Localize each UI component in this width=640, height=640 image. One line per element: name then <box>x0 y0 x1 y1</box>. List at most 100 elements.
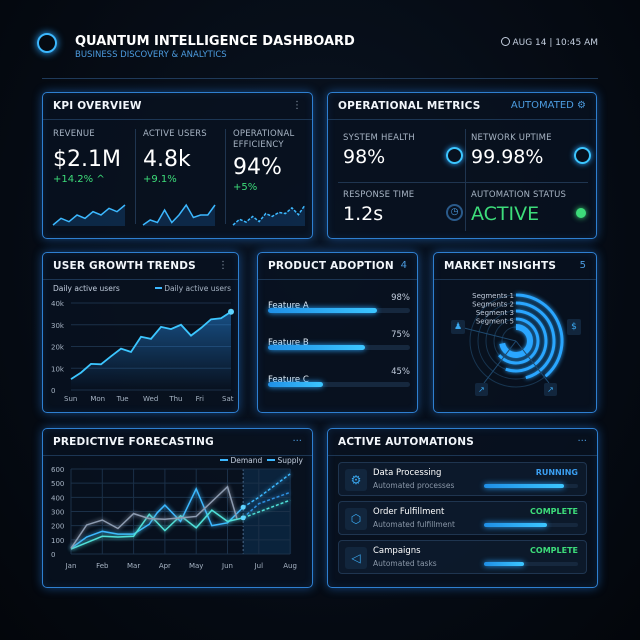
y-tick-label: 600 <box>51 466 64 474</box>
x-tick-label: May <box>189 562 203 570</box>
y-tick-label: 300 <box>51 509 64 517</box>
megaphone-icon: ◁ <box>345 547 367 569</box>
x-tick-label: Mar <box>127 562 140 570</box>
panel-title: KPI OVERVIEW <box>53 100 142 112</box>
divider <box>135 129 136 224</box>
x-tick-label: Apr <box>159 562 171 570</box>
clock-icon <box>500 37 510 46</box>
kpi-change: +9.1% <box>143 174 177 185</box>
automation-row[interactable]: ⚙ Data Processing Automated processes RU… <box>338 462 587 496</box>
user-growth-chart: 0 10k 20k 30k 40k Sun Mon Tue Wed Thu Fri Sat <box>51 300 234 403</box>
divider <box>465 129 466 231</box>
metric-label: AUTOMATION STATUS <box>471 190 567 200</box>
clock-icon: ◷ <box>446 204 463 221</box>
market-insights-panel: MARKET INSIGHTS 5 Segments 1 Segments 2 Seg… <box>433 252 597 413</box>
predictive-forecasting-panel: PREDICTIVE FORECASTING ··· Demand Supply … <box>42 428 313 588</box>
more-menu-icon[interactable]: ··· <box>292 436 302 447</box>
x-tick-label: Tue <box>116 395 129 403</box>
feature-label: Feature A <box>268 301 309 311</box>
metric-card: RESPONSE TIME 1.2s ◷ <box>343 190 463 235</box>
feature-value: 45% <box>391 367 410 377</box>
automation-desc: Automated fulfillment <box>373 520 455 529</box>
page-subtitle: BUSINESS DISCOVERY & ANALYTICS <box>75 50 227 60</box>
more-menu-icon[interactable]: ··· <box>577 436 587 447</box>
kpi-label: REVENUE <box>53 129 95 139</box>
panel-title: MARKET INSIGHTS <box>444 260 557 272</box>
kpi-label: OPERATIONAL EFFICIENCY <box>233 129 295 150</box>
kpi-change: +14.2% ^ <box>53 174 105 185</box>
forecast-point <box>240 504 246 510</box>
automation-row[interactable]: ⬡ Order Fulfillment Automated fulfillmen… <box>338 501 587 535</box>
automation-row[interactable]: ◁ Campaigns Automated tasks COMPLETE <box>338 540 587 574</box>
kpi-value: 4.8k <box>143 147 191 172</box>
x-tick-label: Jun <box>221 562 233 570</box>
change-value: +9.1% <box>143 174 177 185</box>
series-line <box>242 491 291 519</box>
automation-progress-bar <box>484 523 578 527</box>
x-tick-label: Aug <box>283 562 297 570</box>
metric-card: NETWORK UPTIME 99.98% <box>471 133 591 178</box>
status-badge: RUNNING <box>535 468 578 477</box>
trend-chart-icon[interactable]: ↗ <box>475 383 488 396</box>
kpi-overview-panel: KPI OVERVIEW ⋮ REVENUE $2.1M +14.2% ^ ACT… <box>42 92 313 239</box>
count-badge: 5 <box>579 260 586 271</box>
header-divider <box>42 78 598 79</box>
segment-arc <box>505 309 548 373</box>
metric-label: RESPONSE TIME <box>343 190 415 200</box>
automation-desc: Automated tasks <box>373 559 437 568</box>
sparkline-line <box>232 204 306 226</box>
series-line <box>70 485 238 549</box>
dollar-icon[interactable]: $ <box>567 319 581 335</box>
x-tick-label: Wed <box>143 395 158 403</box>
x-tick-label: Jul <box>254 562 264 570</box>
more-menu-icon[interactable]: ⋮ <box>218 260 228 271</box>
kpi-change: +5% <box>233 182 257 193</box>
x-tick-label: Mon <box>90 395 105 403</box>
sparkline <box>52 204 126 226</box>
feature-row: Feature B 75% <box>268 330 410 355</box>
segment-label: Segment 5 <box>476 318 514 326</box>
change-value: +5% <box>233 182 258 193</box>
last-point-marker <box>228 308 234 315</box>
legend-label: Daily active users <box>164 284 231 293</box>
people-icon[interactable]: ♟ <box>451 320 465 334</box>
sparkline-line <box>52 204 126 226</box>
feature-label: Feature C <box>268 375 309 385</box>
x-tick-label: Thu <box>168 395 182 403</box>
automated-badge[interactable]: AUTOMATED ⚙ <box>511 100 586 111</box>
more-menu-icon[interactable]: ⋮ <box>292 100 302 111</box>
kpi-value: $2.1M <box>53 147 121 172</box>
metric-value: 1.2s <box>343 203 384 225</box>
kpi-card: REVENUE $2.1M +14.2% ^ <box>52 129 135 234</box>
kpi-card: OPERATIONAL EFFICIENCY 94% +5% <box>232 129 315 234</box>
change-value: +14.2% <box>53 174 94 185</box>
feature-label: Feature B <box>268 338 309 348</box>
legend-demand: Demand <box>230 456 263 465</box>
segment-arc <box>515 293 564 378</box>
segment-arc <box>515 301 556 380</box>
kpi-card: ACTIVE USERS 4.8k +9.1% <box>142 129 225 234</box>
panel-title: USER GROWTH TRENDS <box>53 260 196 272</box>
feature-row: Feature A 98% <box>268 293 410 318</box>
active-automations-panel: ACTIVE AUTOMATIONS ··· ⚙ Data Processing … <box>327 428 598 588</box>
automation-name: Order Fulfillment <box>373 507 445 517</box>
bar-chart-icon[interactable]: ↗ <box>544 383 557 396</box>
metric-value: 99.98% <box>471 146 544 168</box>
y-tick-label: 20k <box>51 344 65 352</box>
automation-progress-bar <box>484 562 578 566</box>
automation-name: Data Processing <box>373 468 442 478</box>
connector-line <box>483 340 517 384</box>
badge-label: AUTOMATED <box>510 100 574 111</box>
gear-icon: ⚙ <box>577 100 586 111</box>
y-tick-label: 10k <box>51 365 65 373</box>
metric-card: AUTOMATION STATUS ACTIVE <box>471 190 591 235</box>
time: 10:45 AM <box>555 38 598 48</box>
datetime: AUG 14 | 10:45 AM <box>500 37 598 48</box>
automation-desc: Automated processes <box>373 481 455 490</box>
sparkline <box>142 203 216 226</box>
chevron-up-icon: ^ <box>96 174 105 185</box>
y-tick-label: 0 <box>51 551 55 559</box>
status-dot-icon <box>576 208 586 218</box>
feature-row: Feature C 45% <box>268 367 410 392</box>
